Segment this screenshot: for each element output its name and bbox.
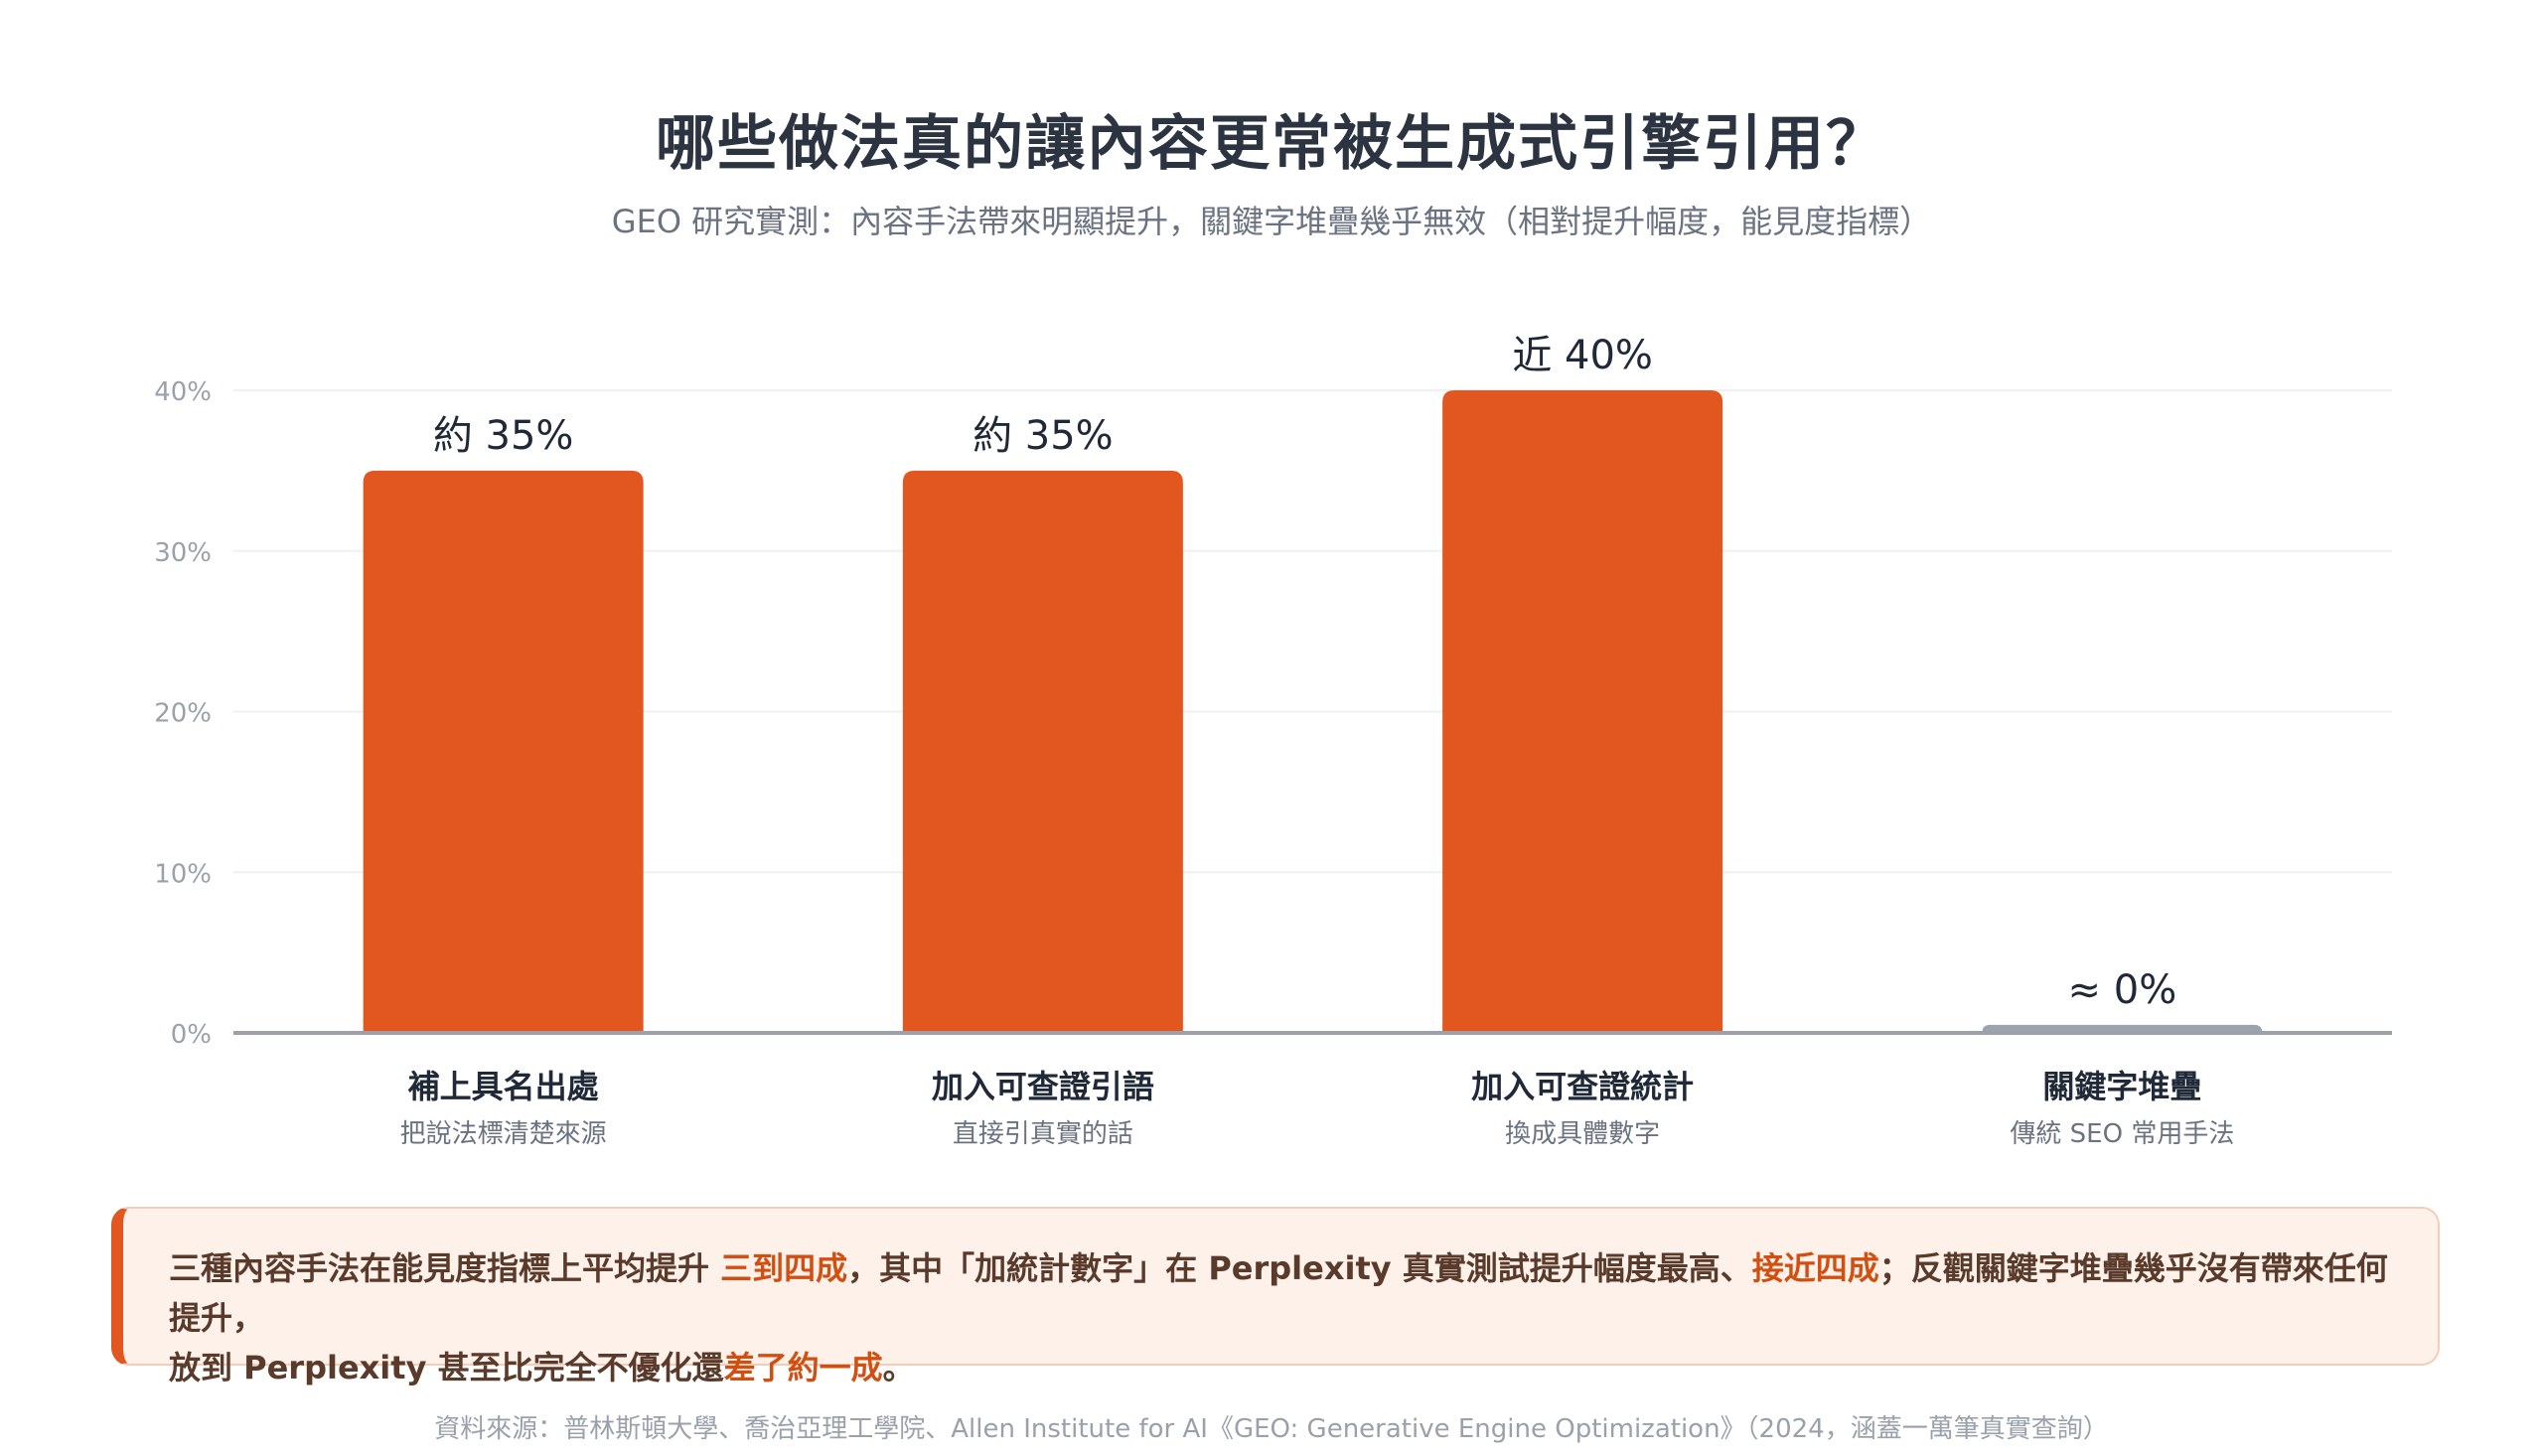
category-sublabel: 把說法標清楚來源: [400, 1119, 607, 1149]
source-note: 資料來源：普林斯頓大學、喬治亞理工學院、Allen Institute for …: [434, 1414, 2109, 1444]
category-label: 加入可查證引語: [932, 1068, 1154, 1105]
bar: [363, 470, 644, 1033]
y-tick-label: 10%: [154, 859, 212, 889]
y-tick-label: 40%: [154, 377, 212, 407]
summary-callout: 三種內容手法在能見度指標上平均提升 三到四成，其中「加統計數字」在 Perple…: [111, 1207, 2440, 1386]
callout-text-4: 放到 Perplexity 甚至比完全不優化還: [169, 1349, 724, 1386]
y-tick-label: 0%: [171, 1020, 212, 1050]
callout-text-1: 三種內容手法在能見度指標上平均提升: [169, 1249, 710, 1287]
category-label: 加入可查證統計: [1471, 1068, 1694, 1105]
callout-highlight-2: 接近四成: [1751, 1249, 1879, 1287]
chart-title: 哪些做法真的讓內容更常被生成式引擎引用？: [656, 109, 1887, 179]
category-sublabel: 直接引真實的話: [953, 1119, 1133, 1149]
category-sublabel: 傳統 SEO 常用手法: [2010, 1119, 2234, 1149]
bar: [902, 470, 1183, 1033]
bar-value-label: 約 35%: [972, 413, 1114, 459]
callout-highlight-1: 三到四成: [720, 1249, 848, 1287]
bar: [1982, 1024, 2263, 1033]
bar: [1442, 390, 1723, 1033]
callout-text-2: ，其中「加統計數字」在 Perplexity 真實測試提升幅度最高、: [847, 1249, 1752, 1287]
bar-value-label: 約 35%: [433, 413, 574, 459]
y-tick-label: 20%: [154, 699, 212, 729]
callout-highlight-3: 差了約一成: [723, 1349, 883, 1386]
category-sublabel: 換成具體數字: [1505, 1119, 1660, 1149]
category-label: 關鍵字堆疊: [2042, 1068, 2201, 1105]
callout-text-5: 。: [882, 1349, 915, 1386]
bar-value-label: 近 40%: [1512, 333, 1653, 378]
chart-subtitle: GEO 研究實測：內容手法帶來明顯提升，關鍵字堆疊幾乎無效（相對提升幅度，能見度…: [611, 203, 1932, 240]
bar-value-label: ≈ 0%: [2068, 967, 2177, 1013]
y-tick-label: 30%: [154, 538, 212, 568]
callout-text-3: ；反觀關鍵字堆疊幾乎沒有帶來任何提升，: [169, 1249, 2388, 1337]
category-label: 補上具名出處: [408, 1068, 599, 1105]
